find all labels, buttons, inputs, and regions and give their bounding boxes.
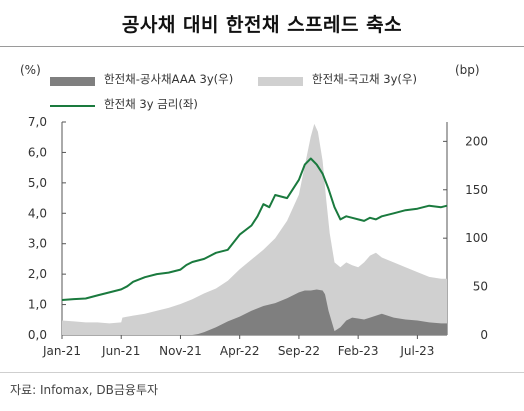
title-divider [0, 46, 524, 47]
source-divider [0, 372, 524, 373]
left-tick-label: 2,0 [28, 267, 47, 281]
left-tick-label: 1,0 [28, 298, 47, 312]
x-tick-label: Sep-22 [278, 344, 320, 358]
series-area-1 [62, 123, 447, 336]
right-tick-label: 150 [465, 183, 488, 197]
x-tick-label: Jul-23 [399, 344, 434, 358]
right-tick-label: 0 [480, 328, 488, 342]
left-tick-label: 0,0 [28, 328, 47, 342]
left-tick-label: 5,0 [28, 176, 47, 190]
left-axis-unit: (%) [20, 63, 41, 77]
right-tick-label: 50 [473, 280, 488, 294]
left-tick-label: 7,0 [28, 115, 47, 129]
series-line-2 [61, 157, 448, 301]
x-tick-label: Apr-22 [220, 344, 260, 358]
legend-label-1: 한전채-국고채 3y(우) [312, 72, 417, 86]
right-tick-label: 200 [465, 134, 488, 148]
source-note: 자료: Infomax, DB금융투자 [10, 383, 159, 397]
series-area-0 [62, 289, 447, 335]
legend-swatch-0 [50, 77, 95, 86]
legend-label-0: 한전채-공사채AAA 3y(우) [104, 72, 233, 86]
plot-area [61, 123, 448, 336]
spread-chart: 한전채-공사채AAA 3y(우) 한전채-국고채 3y(우) 한전채 3y 금리(좌… [20, 63, 488, 358]
legend-swatch-1 [258, 77, 303, 86]
x-tick-label: Feb-23 [338, 344, 379, 358]
x-tick-label: Jan-21 [42, 344, 81, 358]
left-tick-label: 6,0 [28, 145, 47, 159]
chart-title: 공사채 대비 한전채 스프레드 축소 [121, 14, 403, 36]
left-tick-label: 4,0 [28, 206, 47, 220]
legend-label-2: 한전채 3y 금리(좌) [104, 97, 198, 111]
legend: 한전채-공사채AAA 3y(우) 한전채-국고채 3y(우) 한전채 3y 금리(좌… [50, 72, 417, 111]
right-tick-label: 100 [465, 231, 488, 245]
right-axis-unit: (bp) [455, 63, 480, 77]
x-tick-label: Nov-21 [159, 344, 202, 358]
left-tick-label: 3,0 [28, 237, 47, 251]
x-tick-label: Jun-21 [101, 344, 140, 358]
